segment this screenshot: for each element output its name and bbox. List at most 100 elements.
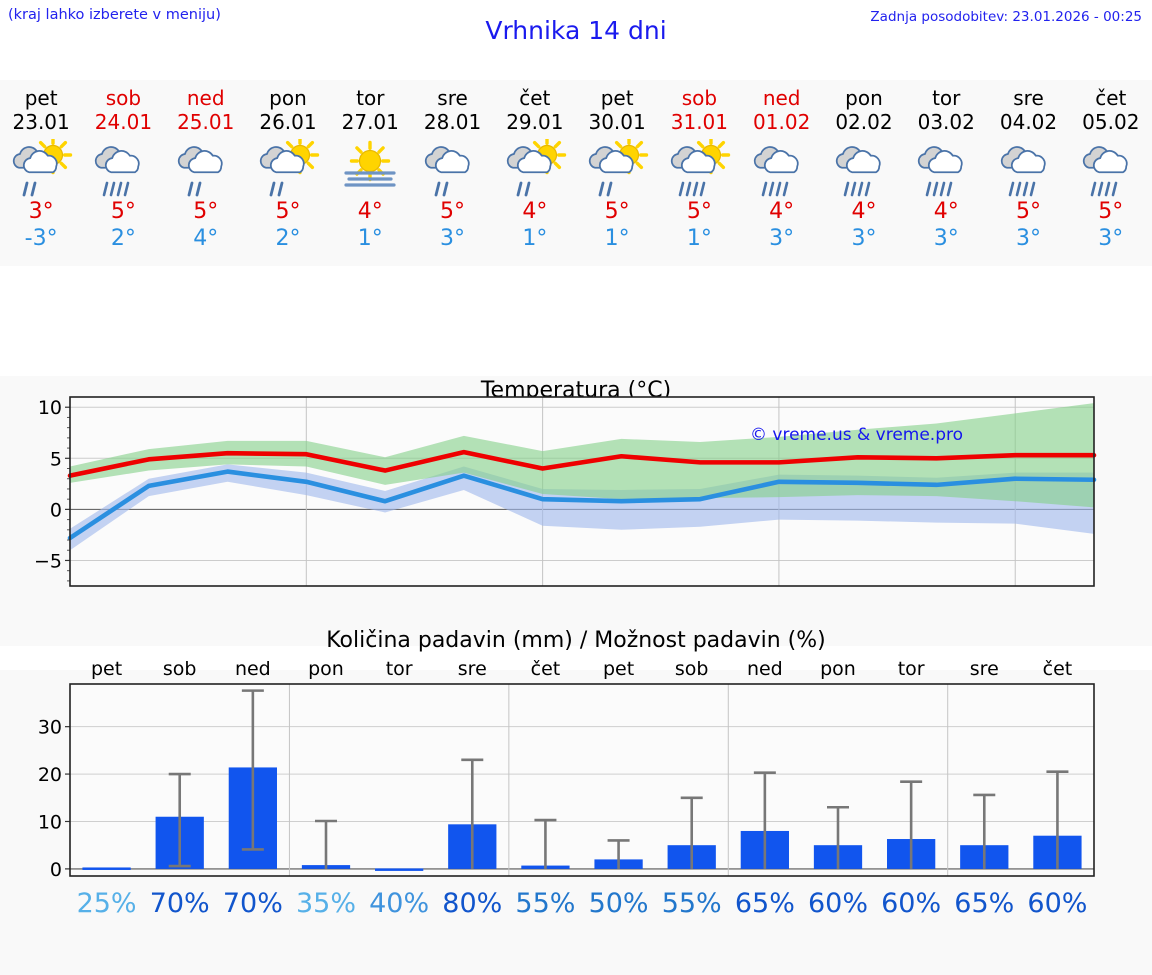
- day-name: pon: [845, 86, 883, 110]
- precip-day-label: ned: [747, 658, 783, 680]
- precip-day-label: ned: [235, 658, 271, 680]
- precip-y-tick-label: 30: [38, 717, 62, 739]
- day-name: ned: [762, 86, 801, 110]
- precip-header-band: [0, 646, 1152, 670]
- day-min-temp: 1°: [686, 226, 712, 251]
- temp-y-tick-label: −5: [34, 550, 62, 572]
- day-column-1[interactable]: sob 24.01 5° 2°: [82, 80, 164, 266]
- day-column-13[interactable]: čet 05.02 5° 3°: [1070, 80, 1152, 266]
- precip-bar[interactable]: [82, 867, 131, 870]
- day-max-temp: 4°: [933, 199, 959, 224]
- precip-probability-label: 50%: [589, 888, 649, 919]
- day-min-temp: 3°: [769, 226, 795, 251]
- menu-hint-text: (kraj lahko izberete v meniju): [8, 7, 221, 23]
- precip-day-label: čet: [1043, 658, 1073, 680]
- day-column-12[interactable]: sre 04.02 5° 3°: [987, 80, 1069, 266]
- day-min-temp: 1°: [604, 226, 630, 251]
- day-column-2[interactable]: ned 25.01 5° 4°: [165, 80, 247, 266]
- day-max-temp: 4°: [851, 199, 877, 224]
- temp-y-tick-label: 10: [38, 397, 62, 419]
- precip-day-label: sre: [970, 658, 999, 680]
- cloud-rain-icon: [168, 139, 244, 197]
- day-max-temp: 5°: [1016, 199, 1042, 224]
- precip-probability-label: 25%: [77, 888, 137, 919]
- day-date: 31.01: [670, 110, 729, 134]
- day-name: sre: [1013, 86, 1044, 110]
- day-min-temp: -3°: [24, 226, 58, 251]
- day-name: pon: [269, 86, 307, 110]
- precip-probability-label: 65%: [954, 888, 1014, 919]
- day-date: 24.01: [94, 110, 153, 134]
- precip-day-label: pon: [308, 658, 344, 680]
- cloud-heavy-rain-icon: [85, 139, 161, 197]
- precip-day-label: pet: [91, 658, 122, 680]
- day-min-temp: 3°: [933, 226, 959, 251]
- day-name: čet: [1095, 86, 1127, 110]
- day-name: sob: [681, 86, 718, 110]
- day-column-6[interactable]: čet 29.01 4° 1°: [494, 80, 576, 266]
- day-column-11[interactable]: tor 03.02 4° 3°: [905, 80, 987, 266]
- day-min-temp: 4°: [193, 226, 219, 251]
- day-column-10[interactable]: pon 02.02 4° 3°: [823, 80, 905, 266]
- day-date: 25.01: [177, 110, 235, 134]
- day-max-temp: 3°: [28, 199, 54, 224]
- day-name: tor: [932, 86, 961, 110]
- precip-probability-label: 60%: [881, 888, 941, 919]
- temp-y-tick-label: 0: [50, 499, 62, 521]
- last-updated-text: Zadnja posodobitev: 23.01.2026 - 00:25: [870, 9, 1142, 25]
- precip-day-label: sob: [163, 658, 197, 680]
- day-max-temp: 5°: [1098, 199, 1124, 224]
- precip-probability-label: 70%: [150, 888, 210, 919]
- day-date: 01.02: [753, 110, 811, 134]
- day-column-3[interactable]: pon 26.01 5° 2°: [247, 80, 329, 266]
- day-max-temp: 5°: [193, 199, 219, 224]
- day-date: 27.01: [341, 110, 399, 134]
- day-column-9[interactable]: ned 01.02 4° 3°: [741, 80, 823, 266]
- sun-cloud-rain-icon: [579, 135, 655, 197]
- day-date: 30.01: [588, 110, 646, 134]
- precip-probability-label: 40%: [369, 888, 429, 919]
- day-date: 29.01: [506, 110, 564, 134]
- day-min-temp: 3°: [440, 226, 466, 251]
- watermark-text: © vreme.us & vreme.pro: [750, 425, 963, 445]
- day-min-temp: 3°: [851, 226, 877, 251]
- day-date: 04.02: [999, 110, 1058, 134]
- sun-cloud-heavy-rain-icon: [661, 135, 737, 197]
- day-name: pet: [24, 86, 58, 110]
- precip-probability-label: 35%: [296, 888, 356, 919]
- precip-day-label: sob: [675, 658, 709, 680]
- precip-probability-label: 55%: [662, 888, 722, 919]
- day-max-temp: 5°: [686, 199, 712, 224]
- page-title: Vrhnika 14 dni: [485, 16, 667, 45]
- day-min-temp: 2°: [110, 226, 136, 251]
- precip-probability-label: 65%: [735, 888, 795, 919]
- day-max-temp: 4°: [522, 199, 548, 224]
- day-name: čet: [519, 86, 551, 110]
- daily-forecast-strip: pet 23.01 3° -3° sob 24.01 5° 2° ned 25.01 5° 4° pon…: [0, 80, 1152, 266]
- cloud-heavy-rain-icon: [908, 139, 984, 197]
- temperature-chart-panel: Temperatura (°C) 10 5 0 −5 © vreme.us & vrem…: [0, 376, 1152, 626]
- precipitation-chart: pet sob ned pon tor sre čet pet sob ned pon tor sre č…: [38, 658, 1095, 919]
- cloud-heavy-rain-icon: [1073, 139, 1149, 197]
- day-column-4[interactable]: tor 27.01 4° 1°: [329, 80, 411, 266]
- day-min-temp: 3°: [1098, 226, 1124, 251]
- precip-probability-label: 55%: [515, 888, 575, 919]
- day-min-temp: 1°: [357, 226, 383, 251]
- precipitation-chart-title: Količina padavin (mm) / Možnost padavin …: [326, 628, 826, 653]
- cloud-rain-icon: [415, 139, 491, 197]
- precip-y-tick-label: 20: [38, 764, 62, 786]
- cloud-heavy-rain-icon: [744, 139, 820, 197]
- day-column-7[interactable]: pet 30.01 5° 1°: [576, 80, 658, 266]
- day-min-temp: 2°: [275, 226, 301, 251]
- day-date: 23.01: [12, 110, 70, 134]
- day-date: 03.02: [917, 110, 975, 134]
- day-column-5[interactable]: sre 28.01 5° 3°: [411, 80, 493, 266]
- day-column-8[interactable]: sob 31.01 5° 1°: [658, 80, 740, 266]
- day-max-temp: 5°: [275, 199, 301, 224]
- day-column-0[interactable]: pet 23.01 3° -3°: [0, 80, 82, 266]
- precip-bar[interactable]: [375, 868, 424, 871]
- day-date: 02.02: [835, 110, 893, 134]
- day-name: sre: [437, 86, 468, 110]
- day-max-temp: 5°: [604, 199, 630, 224]
- day-max-temp: 5°: [110, 199, 136, 224]
